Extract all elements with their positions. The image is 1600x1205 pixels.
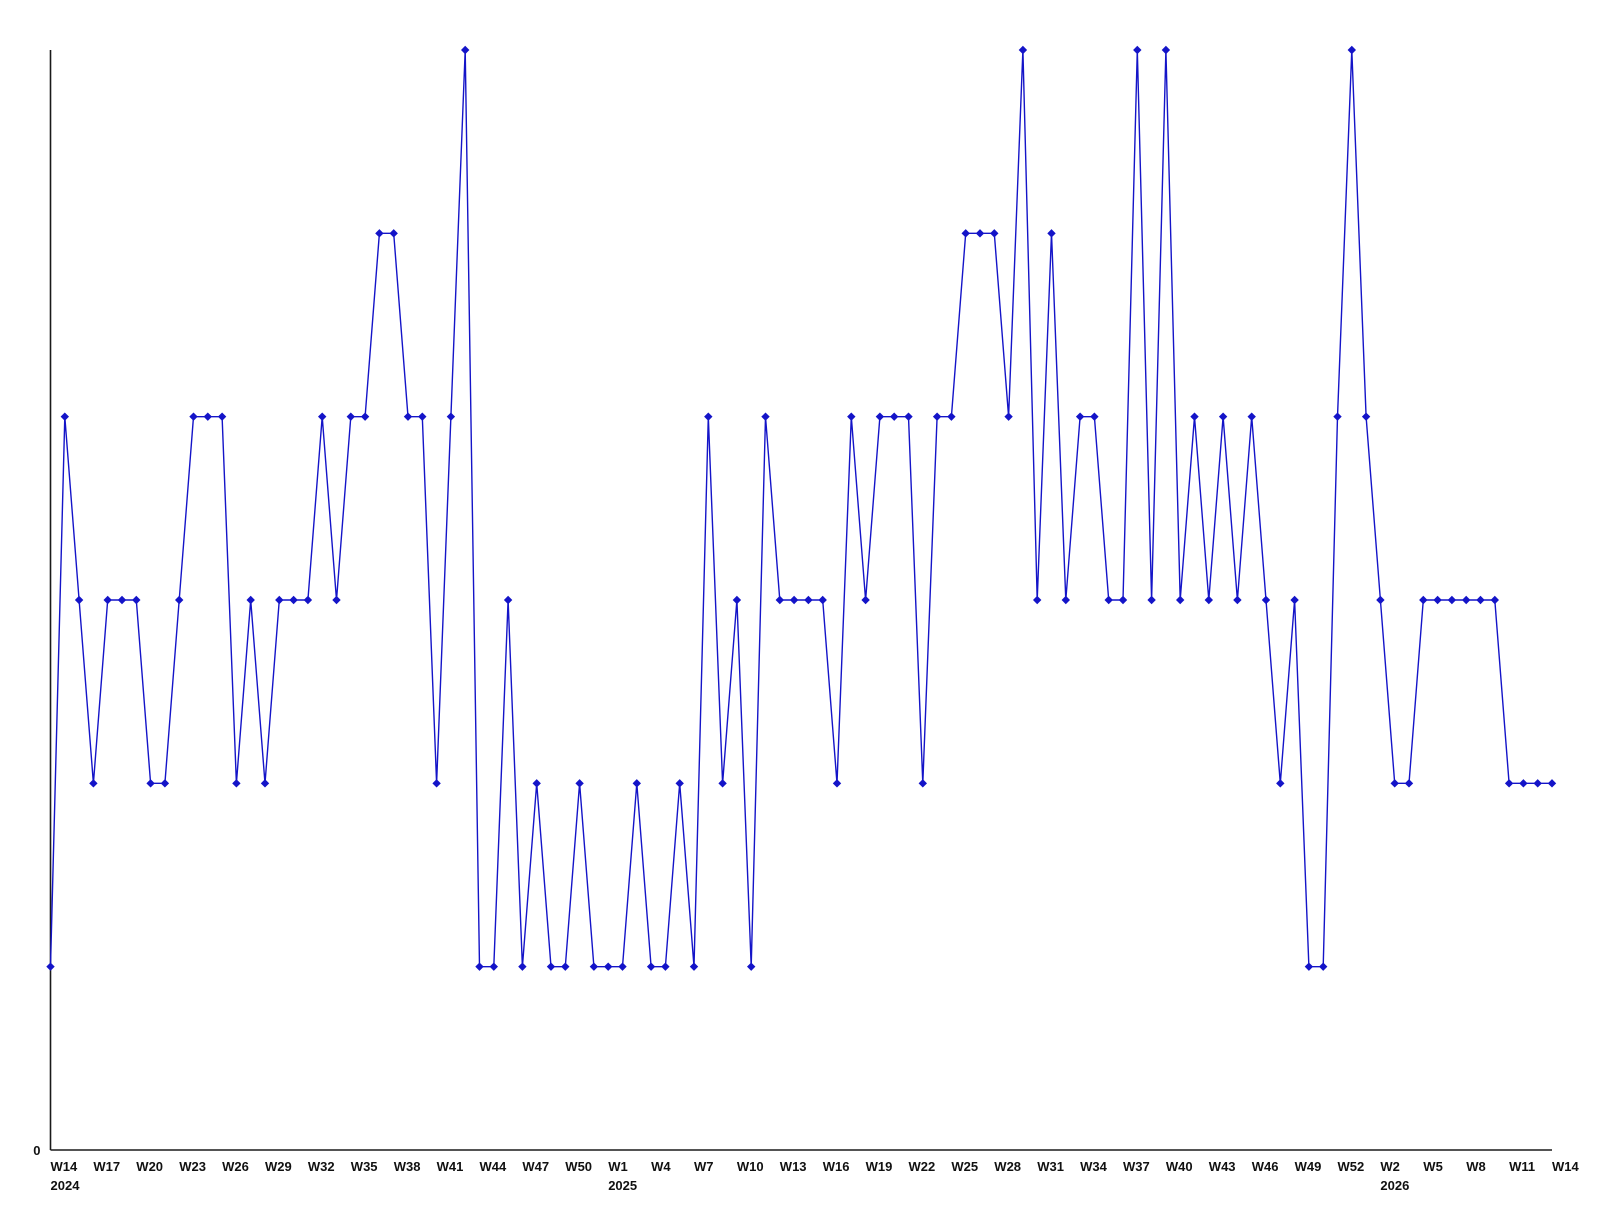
svg-text:W50: W50 xyxy=(565,1159,592,1174)
svg-text:W10: W10 xyxy=(737,1159,764,1174)
svg-text:W52: W52 xyxy=(1338,1159,1365,1174)
svg-text:W14: W14 xyxy=(51,1159,79,1174)
svg-text:2026: 2026 xyxy=(1380,1178,1409,1193)
svg-text:W14: W14 xyxy=(1552,1159,1580,1174)
svg-text:W2: W2 xyxy=(1380,1159,1400,1174)
svg-text:W35: W35 xyxy=(351,1159,378,1174)
svg-text:2025: 2025 xyxy=(608,1178,637,1193)
svg-text:W29: W29 xyxy=(265,1159,292,1174)
svg-text:W41: W41 xyxy=(437,1159,464,1174)
svg-text:W44: W44 xyxy=(480,1159,508,1174)
svg-text:W8: W8 xyxy=(1466,1159,1486,1174)
svg-text:W28: W28 xyxy=(994,1159,1021,1174)
svg-text:W5: W5 xyxy=(1423,1159,1443,1174)
svg-text:W22: W22 xyxy=(909,1159,936,1174)
svg-text:W46: W46 xyxy=(1252,1159,1279,1174)
svg-text:W25: W25 xyxy=(951,1159,978,1174)
svg-text:W43: W43 xyxy=(1209,1159,1236,1174)
svg-text:W4: W4 xyxy=(651,1159,671,1174)
svg-text:W49: W49 xyxy=(1295,1159,1322,1174)
svg-text:W16: W16 xyxy=(823,1159,850,1174)
svg-text:W37: W37 xyxy=(1123,1159,1150,1174)
svg-text:0: 0 xyxy=(33,1143,40,1158)
svg-text:2024: 2024 xyxy=(51,1178,81,1193)
svg-text:W38: W38 xyxy=(394,1159,421,1174)
svg-text:W7: W7 xyxy=(694,1159,714,1174)
svg-text:W34: W34 xyxy=(1080,1159,1108,1174)
svg-text:W11: W11 xyxy=(1509,1159,1535,1174)
svg-text:W1: W1 xyxy=(608,1159,628,1174)
svg-text:W17: W17 xyxy=(93,1159,120,1174)
svg-text:W13: W13 xyxy=(780,1159,807,1174)
svg-text:W26: W26 xyxy=(222,1159,249,1174)
svg-text:W20: W20 xyxy=(136,1159,163,1174)
svg-text:W23: W23 xyxy=(179,1159,206,1174)
svg-text:W32: W32 xyxy=(308,1159,335,1174)
svg-text:W47: W47 xyxy=(522,1159,549,1174)
svg-text:W19: W19 xyxy=(866,1159,893,1174)
svg-text:W31: W31 xyxy=(1037,1159,1064,1174)
svg-text:W40: W40 xyxy=(1166,1159,1193,1174)
